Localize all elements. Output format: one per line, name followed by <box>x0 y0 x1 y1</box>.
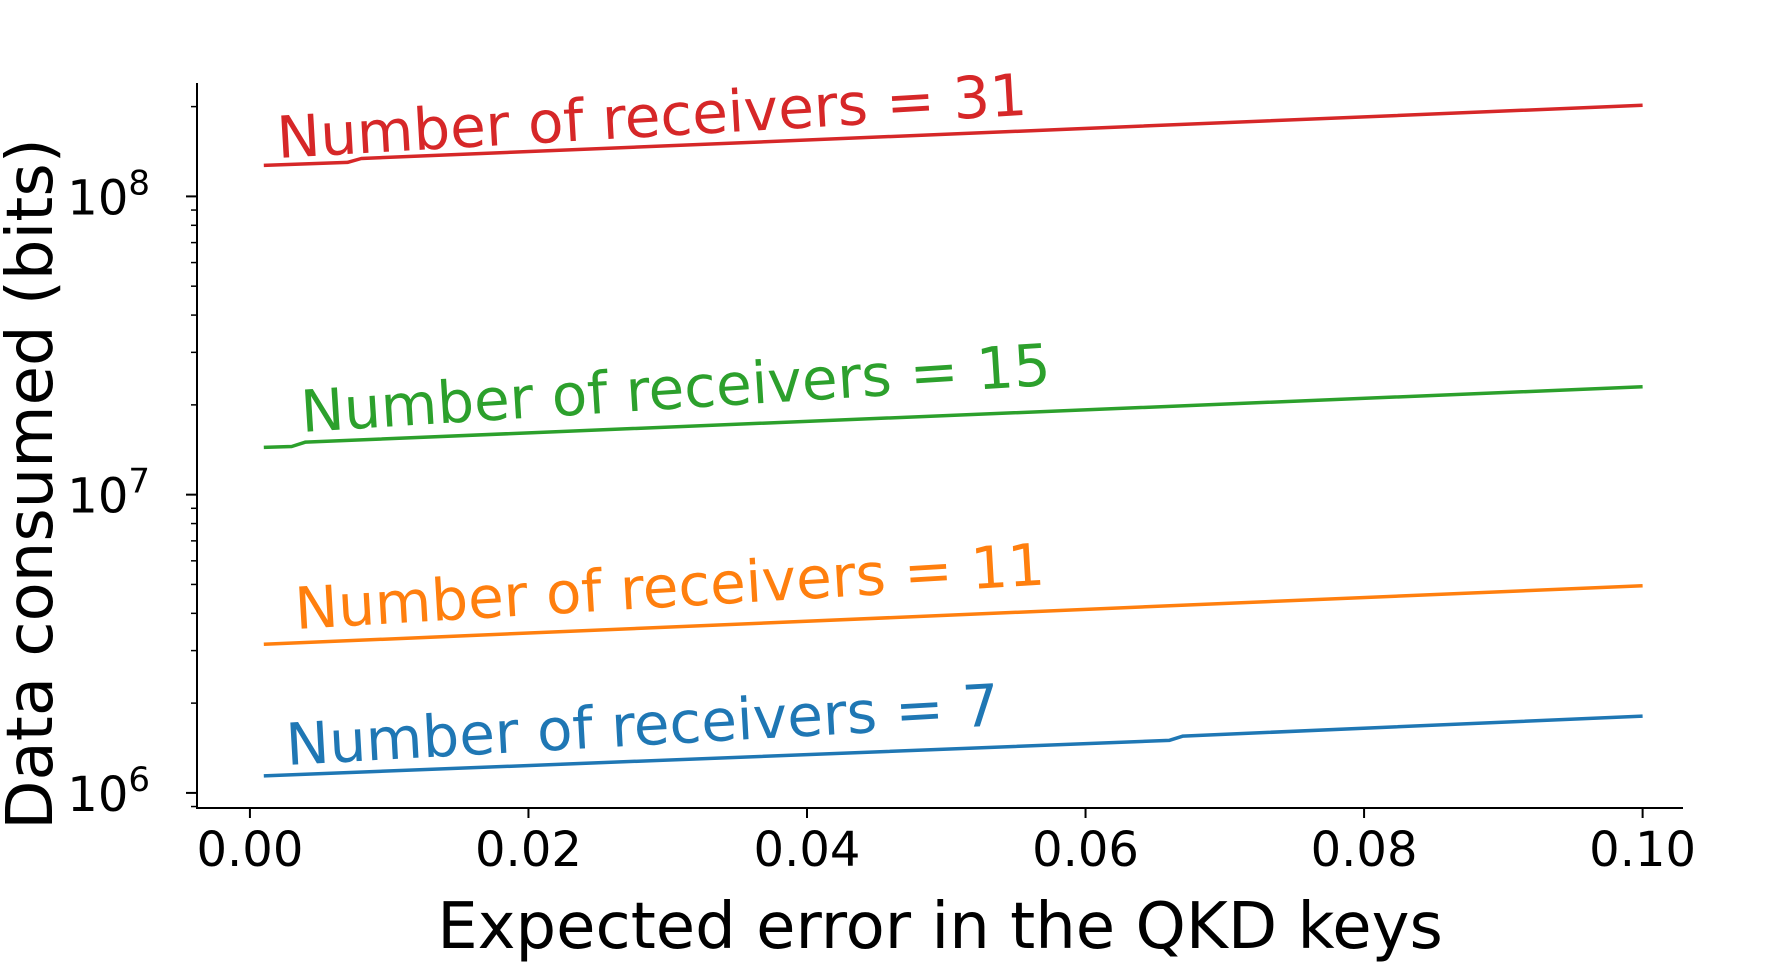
x-tick-label: 0.04 <box>754 822 861 878</box>
series-label: Number of receivers = 31 <box>275 61 1029 172</box>
x-tick-label: 0.10 <box>1589 822 1696 878</box>
y-axis-label: Data consumed (bits) <box>0 138 68 829</box>
series-line <box>263 583 1643 647</box>
x-tick-label: 0.00 <box>196 822 303 878</box>
series-line <box>263 103 1643 168</box>
series-line <box>263 714 1643 778</box>
labels-layer: Expected error in the QKD keys Data cons… <box>0 138 1443 964</box>
x-tick-label: 0.02 <box>475 822 582 878</box>
y-tick-label: 106 <box>67 760 150 823</box>
axes-layer <box>196 83 1683 809</box>
series-label: Number of receivers = 15 <box>299 331 1053 446</box>
ticks-layer: 0.00 0.02 0.04 0.06 0.08 0.10 106 107 108 <box>67 105 1696 878</box>
y-tick-label: 107 <box>67 462 150 525</box>
y-tick-label: 108 <box>67 163 150 226</box>
x-axis-label: Expected error in the QKD keys <box>437 890 1443 964</box>
x-tick-label: 0.08 <box>1311 822 1418 878</box>
x-tick-label: 0.06 <box>1032 822 1139 878</box>
series-line <box>263 385 1643 450</box>
series-layer: Number of receivers = 7 Number of receive… <box>263 61 1643 779</box>
series-label: Number of receivers = 7 <box>284 671 1001 779</box>
